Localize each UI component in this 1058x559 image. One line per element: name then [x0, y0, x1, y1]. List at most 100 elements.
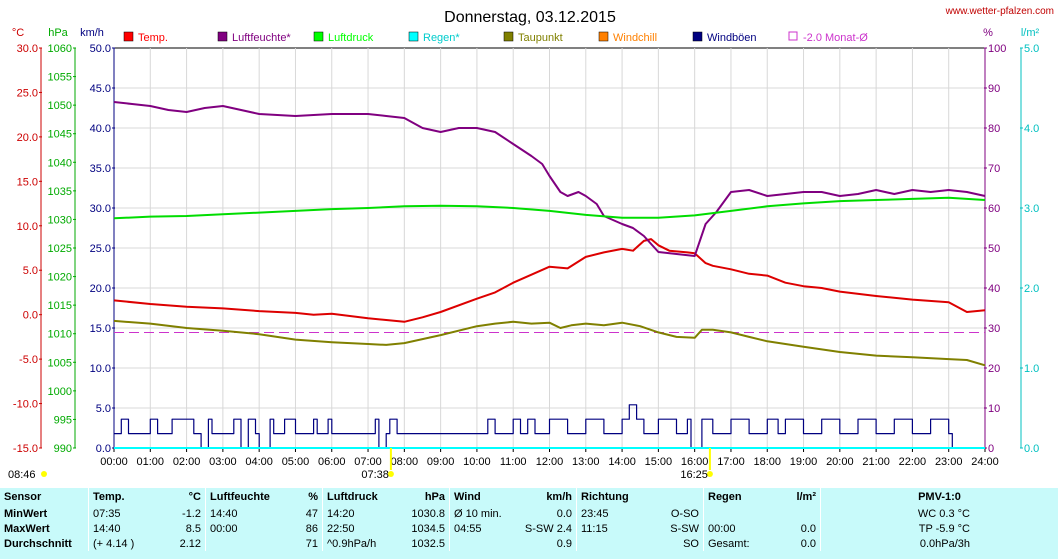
dir-time: 11:15 [576, 521, 635, 536]
axis-tick-label-wind: 0.0 [96, 443, 111, 455]
axis-tick-label-temp: 30.0 [17, 43, 38, 55]
axis-tick-label-press: 1030 [48, 214, 72, 226]
time-markers: 08:46 07:38 16:25 [8, 448, 713, 481]
hum-time: 14:40 [205, 506, 284, 521]
axis-tick-label-press: 990 [54, 443, 72, 455]
x-tick-label: 19:00 [790, 456, 818, 468]
axis-tick-label-rain: 2.0 [1024, 283, 1039, 295]
rain-time [703, 506, 762, 521]
hdr-temp: Temp. [88, 488, 157, 506]
hdr-press: Luftdruck [322, 488, 391, 506]
x-tick-label: 04:00 [245, 456, 273, 468]
temp-time: 14:40 [88, 521, 157, 536]
axis-tick-label-press: 1035 [48, 186, 72, 198]
legend-swatch [408, 31, 419, 42]
press-time: 14:20 [322, 506, 391, 521]
series-line-temp [113, 238, 986, 323]
legend-label: Luftdruck [328, 32, 374, 44]
axis-tick-label-hum: 0 [988, 443, 994, 455]
legend-label: Windchill [613, 32, 657, 44]
press-value: 1034.5 [411, 522, 445, 535]
axis-tick-label-temp: -5.0 [19, 354, 38, 366]
hdr-wind: Wind [449, 488, 508, 506]
axis-tick-label-rain: 5.0 [1024, 43, 1039, 55]
legend-swatch [313, 31, 324, 42]
chart-title: Donnerstag, 03.12.2015 [444, 9, 616, 26]
series-line-luftfeuchte [113, 101, 986, 257]
axis-tick-label-hum: 90 [988, 83, 1000, 95]
hum-time: 00:00 [205, 521, 284, 536]
axis-tick-label-hum: 50 [988, 243, 1000, 255]
x-tick-label: 01:00 [137, 456, 165, 468]
axis-unit-wind: km/h [80, 27, 104, 39]
wind-time: Ø 10 min. [449, 506, 508, 521]
axis-tick-label-press: 1045 [48, 129, 72, 141]
legend-label: Taupunkt [518, 32, 563, 44]
series-group [113, 101, 986, 449]
rain-time: Gesamt: [703, 536, 762, 551]
hum-time [205, 536, 284, 551]
axis-tick-label-temp: 5.0 [23, 265, 38, 277]
wind-value: 0.9 [556, 537, 572, 550]
axis-tick-label-hum: 40 [988, 283, 1000, 295]
stats-table: Sensor Temp. °C Luftfeuchte % Luftdruck … [0, 488, 1058, 551]
weather-chart: Donnerstag, 03.12.2015 00:00 01:00 02:00 03… [8, 9, 1040, 481]
axis-tick-label-hum: 10 [988, 403, 1000, 415]
axis-tick-label-wind: 45.0 [90, 83, 111, 95]
axis-tick-label-hum: 70 [988, 163, 1000, 175]
hum-value: 47 [305, 507, 318, 520]
temp-value: 8.5 [185, 522, 201, 535]
axis-tick-label-temp: 25.0 [17, 87, 38, 99]
axis-tick-label-hum: 60 [988, 203, 1000, 215]
x-tick-label: 05:00 [282, 456, 310, 468]
x-tick-label: 22:00 [899, 456, 927, 468]
hdr-hum: Luftfeuchte [205, 488, 284, 506]
legend-swatch [217, 31, 228, 42]
wind-time: 04:55 [449, 521, 508, 536]
pmv-value: TP -5.9 °C [820, 521, 1058, 536]
axis-tick-label-temp: -15.0 [13, 443, 38, 455]
axis-tick-label-hum: 100 [988, 43, 1006, 55]
series-line-taupunkt [113, 319, 986, 367]
axis-tick-label-press: 1000 [48, 386, 72, 398]
x-tick-label: 02:00 [173, 456, 201, 468]
axis-tick-label-press: 1025 [48, 243, 72, 255]
axis-tick-label-temp: 10.0 [17, 221, 38, 233]
dir-value: O-SO [670, 507, 699, 520]
series-line-luftdruck [113, 196, 986, 220]
hdr-pmv: PMV-1:0 [820, 488, 1058, 506]
stats-row-min: MinWert 07:35 -1.2 14:40 47 14:20 1030.8… [0, 506, 1058, 521]
dir-time [576, 536, 635, 551]
axis-tick-label-wind: 30.0 [90, 203, 111, 215]
legend-swatch [692, 31, 703, 42]
press-value: 1030.8 [411, 507, 445, 520]
axis-tick-label-wind: 35.0 [90, 163, 111, 175]
hdr-press-unit: hPa [424, 491, 445, 503]
axis-tick-label-press: 1020 [48, 272, 72, 284]
axis-tick-label-rain: 4.0 [1024, 123, 1039, 135]
legend-swatch [788, 31, 798, 41]
x-tick-label: 12:00 [536, 456, 564, 468]
temp-time: (+ 4.14 ) [88, 536, 157, 551]
time-marker-label: 08:46 [8, 469, 36, 481]
axis-tick-label-press: 1005 [48, 357, 72, 369]
x-tick-label: 09:00 [427, 456, 455, 468]
x-tick-label: 07:00 [354, 456, 382, 468]
stats-panel: Sensor Temp. °C Luftfeuchte % Luftdruck … [0, 488, 1058, 559]
row-label: MinWert [4, 507, 48, 520]
hum-value: 71 [305, 537, 318, 550]
hdr-dir-spacer [635, 488, 704, 506]
dir-value: SO [683, 537, 699, 550]
axis-tick-label-wind: 10.0 [90, 363, 111, 375]
hdr-rain: Regen [703, 488, 762, 506]
press-time: ^0.9hPa/h [322, 536, 391, 551]
axis-tick-label-wind: 15.0 [90, 323, 111, 335]
legend-swatch [123, 31, 134, 42]
time-marker-dot [41, 471, 47, 477]
hdr-rain-unit: l/m² [796, 491, 816, 503]
site-url: www.wetter-pfalzen.com [945, 6, 1054, 17]
x-tick-label: 23:00 [935, 456, 963, 468]
x-tick-label: 21:00 [862, 456, 890, 468]
temp-value: -1.2 [182, 507, 201, 520]
axis-tick-label-hum: 20 [988, 363, 1000, 375]
